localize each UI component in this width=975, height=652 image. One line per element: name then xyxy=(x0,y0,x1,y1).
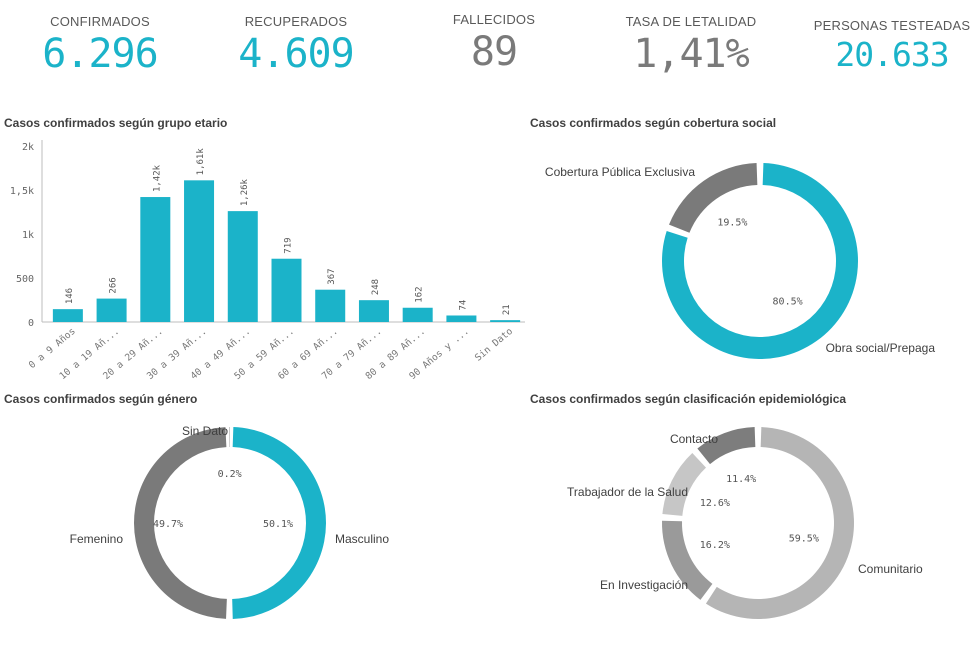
chart-title-cobertura: Casos confirmados según cobertura social xyxy=(530,116,777,130)
bar xyxy=(140,197,171,322)
slice-name-label: Masculino xyxy=(335,532,389,546)
kpi-value: 4.609 xyxy=(238,31,354,77)
kpi-label: FALLECIDOS xyxy=(452,12,536,27)
slice-percent-label: 49.7% xyxy=(153,519,183,530)
bar-value-label: 266 xyxy=(109,277,119,293)
slice-percent-label: 59.5% xyxy=(789,533,819,544)
donut-slice xyxy=(133,427,227,619)
donut-chart-genero: 50.1% Masculino 49.7% Femenino 0.2% Sin Dato xyxy=(70,424,389,619)
kpi-label: TASA DE LETALIDAD xyxy=(625,14,757,29)
y-tick-label: 2k xyxy=(22,142,34,153)
y-tick-label: 1,5k xyxy=(10,186,34,197)
kpi-value: 1,41% xyxy=(633,31,749,77)
slice-percent-label: 11.4% xyxy=(726,474,756,485)
bar-value-label: 1,26k xyxy=(240,178,250,206)
bar-value-label: 146 xyxy=(65,288,75,304)
slice-name-label: Contacto xyxy=(670,432,718,446)
kpi-label: CONFIRMADOS xyxy=(50,14,150,29)
y-tick-label: 0 xyxy=(28,318,34,329)
donut-slice xyxy=(662,452,707,516)
kpi-testeadas: PERSONAS TESTEADAS 20.633 xyxy=(812,18,972,74)
kpi-value: 6.296 xyxy=(42,31,158,77)
slice-percent-label: 0.2% xyxy=(218,469,242,480)
kpi-label: PERSONAS TESTEADAS xyxy=(813,18,971,33)
bar xyxy=(402,307,433,322)
chart-title-grupo-etario: Casos confirmados según grupo etario xyxy=(4,116,228,130)
bar xyxy=(490,320,521,322)
kpi-recuperados: RECUPERADOS 4.609 xyxy=(226,14,366,77)
y-tick-label: 1k xyxy=(22,230,34,241)
donut-slice xyxy=(232,427,327,619)
bar-value-label: 74 xyxy=(458,300,468,311)
slice-name-label: Comunitario xyxy=(858,562,923,576)
y-tick-label: 500 xyxy=(16,274,34,285)
donut-slice xyxy=(697,427,756,465)
bar xyxy=(96,298,127,322)
kpi-letalidad: TASA DE LETALIDAD 1,41% xyxy=(616,14,766,77)
kpi-confirmados: CONFIRMADOS 6.296 xyxy=(30,14,170,77)
bar-value-label: 162 xyxy=(415,286,425,302)
slice-percent-label: 50.1% xyxy=(263,519,293,530)
slice-name-label: En Investigación xyxy=(600,578,688,592)
chart-title-clasificacion: Casos confirmados según clasificación ep… xyxy=(530,392,847,406)
bar-value-label: 21 xyxy=(502,304,512,315)
donut-slice xyxy=(669,163,758,233)
slice-name-label: Femenino xyxy=(70,532,124,546)
kpi-value: 20.633 xyxy=(835,35,949,74)
bar xyxy=(184,180,215,322)
bar-value-label: 719 xyxy=(284,237,294,253)
slice-name-label: Cobertura Pública Exclusiva xyxy=(545,165,695,179)
donut-chart-cobertura: 80.5% Obra social/Prepaga 19.5% Cobertura P… xyxy=(545,163,936,360)
slice-name-label: Sin Dato xyxy=(182,424,228,438)
slice-percent-label: 16.2% xyxy=(700,540,730,551)
bar xyxy=(52,309,83,322)
kpi-label: RECUPERADOS xyxy=(244,14,348,29)
x-tick-label: Sin Dato xyxy=(473,326,515,364)
slice-percent-label: 80.5% xyxy=(773,296,803,307)
kpi-value: 89 xyxy=(470,29,518,75)
slice-name-label: Trabajador de la Salud xyxy=(567,485,688,499)
slice-name-label: Obra social/Prepaga xyxy=(826,341,936,355)
bar xyxy=(446,315,477,322)
bar-value-label: 367 xyxy=(327,268,337,284)
slice-percent-label: 19.5% xyxy=(717,218,747,229)
bar xyxy=(271,258,302,322)
bar xyxy=(227,211,258,322)
bar xyxy=(315,289,346,322)
bar-value-label: 248 xyxy=(371,279,381,295)
bar xyxy=(358,300,389,322)
donut-chart-clasificacion: 59.5% Comunitario 16.2% En Investigación 12.… xyxy=(567,427,923,619)
bar-value-label: 1,61k xyxy=(196,148,206,176)
bar-value-label: 1,42k xyxy=(152,164,162,192)
donut-slice xyxy=(705,427,854,619)
kpi-fallecidos: FALLECIDOS 89 xyxy=(424,12,564,75)
slice-percent-label: 12.6% xyxy=(700,498,730,509)
donut-slice xyxy=(662,520,713,600)
chart-title-genero: Casos confirmados según género xyxy=(4,392,198,406)
